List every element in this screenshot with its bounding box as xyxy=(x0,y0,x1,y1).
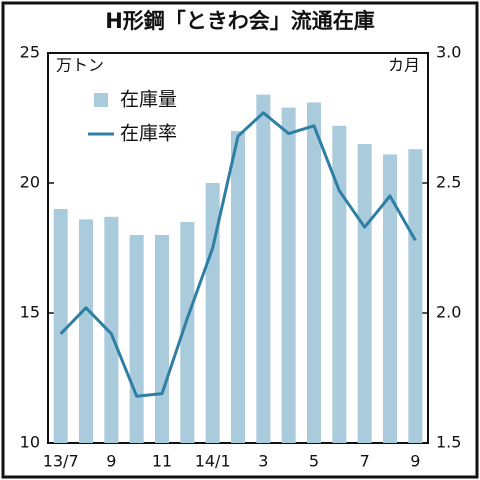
x-tick-label: 7 xyxy=(360,452,370,471)
bar xyxy=(383,154,397,443)
y-tick-label: 10 xyxy=(20,433,40,452)
y-tick-label: 15 xyxy=(20,303,40,322)
x-tick-label: 3 xyxy=(258,452,268,471)
y-tick-label: 20 xyxy=(20,173,40,192)
legend-label: 在庫率 xyxy=(120,123,177,145)
y-unit: 万トン xyxy=(56,56,104,75)
legend-label: 在庫量 xyxy=(120,89,177,111)
bar xyxy=(231,131,245,443)
y2-tick-label: 3.0 xyxy=(436,43,461,62)
y2-tick-label: 2.5 xyxy=(436,173,461,192)
bar xyxy=(281,107,296,443)
bar xyxy=(408,149,423,443)
bar xyxy=(155,235,169,443)
bar xyxy=(79,219,93,443)
y-tick-label: 25 xyxy=(20,43,40,62)
line xyxy=(59,111,417,398)
bar xyxy=(205,183,220,443)
x-tick-label: 9 xyxy=(106,452,116,471)
bar xyxy=(129,235,144,443)
bar xyxy=(357,144,372,443)
legend-swatch xyxy=(94,93,108,107)
y2-tick-label: 2.0 xyxy=(436,303,461,322)
x-tick-label: 5 xyxy=(309,452,319,471)
x-tick-label: 14/1 xyxy=(195,452,231,471)
chart-title: H形鋼「ときわ会」流通在庫 xyxy=(105,9,375,33)
bar xyxy=(256,94,271,443)
x-tick-label: 11 xyxy=(152,452,172,471)
bar xyxy=(307,102,321,444)
y2-tick-label: 1.5 xyxy=(436,433,461,452)
bar xyxy=(180,222,195,443)
x-tick-label: 9 xyxy=(410,452,420,471)
bar xyxy=(332,125,347,444)
bar xyxy=(53,209,68,443)
y2-unit: カ月 xyxy=(388,56,420,75)
x-tick-label: 13/7 xyxy=(43,452,79,471)
bar xyxy=(104,216,119,443)
